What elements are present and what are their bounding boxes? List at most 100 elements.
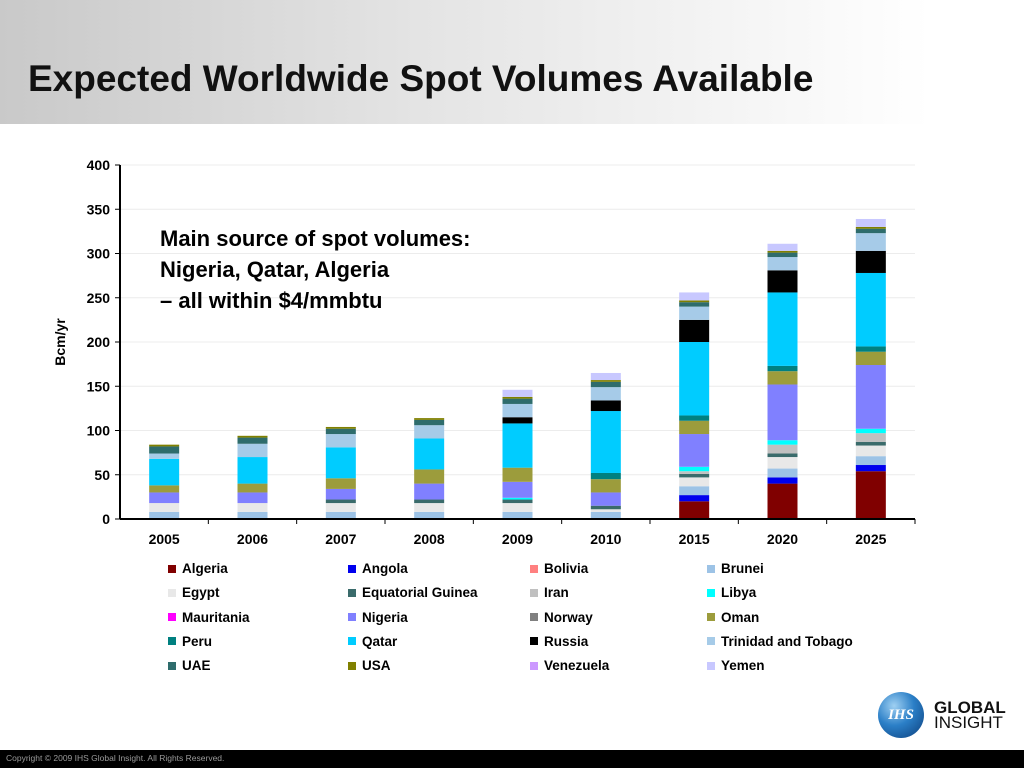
bar-segment xyxy=(237,437,268,444)
bar-segment xyxy=(414,418,445,420)
bar-segment xyxy=(855,233,886,251)
bar-segment xyxy=(149,511,180,519)
y-tick-label: 200 xyxy=(87,334,111,350)
chart-annotation: Main source of spot volumes: Nigeria, Qa… xyxy=(160,223,471,316)
bar-segment xyxy=(502,499,533,504)
bar-segment xyxy=(502,511,533,519)
bar-segment xyxy=(590,372,621,381)
legend-swatch xyxy=(707,637,715,646)
y-tick-labels: 0 50 100 150 200 250 300 350 400 xyxy=(87,157,111,527)
annotation-line-1: Main source of spot volumes: xyxy=(160,226,471,251)
x-tick-label: 2010 xyxy=(590,531,621,547)
y-tick-label: 250 xyxy=(87,290,111,306)
legend-swatch xyxy=(168,588,176,597)
bar-segment xyxy=(590,479,621,493)
bar-segment xyxy=(502,467,533,482)
bar-segment xyxy=(767,444,798,454)
annotation-line-3: – all within $4/mmbtu xyxy=(160,288,383,313)
bar-segment xyxy=(590,381,621,388)
bar-segment xyxy=(237,492,268,504)
bar-segment xyxy=(149,446,180,454)
bar-segment xyxy=(414,483,445,500)
bar-segment xyxy=(855,445,886,457)
legend-item: Nigeria xyxy=(348,610,408,625)
ihs-global-insight-logo: IHS GLOBAL INSIGHT xyxy=(878,692,1006,738)
bar-segment xyxy=(855,428,886,434)
legend-swatch xyxy=(530,637,538,646)
bar-segment xyxy=(149,485,180,493)
bar-segment xyxy=(767,440,798,445)
bar-segment xyxy=(679,420,710,435)
footer-bar: Copyright © 2009 IHS Global Insight. All… xyxy=(0,750,1024,768)
bar-segment xyxy=(679,306,710,320)
bar-segment xyxy=(767,292,798,366)
bar-segment xyxy=(855,471,886,519)
legend-label: USA xyxy=(362,658,391,674)
logo-wordmark: GLOBAL INSIGHT xyxy=(934,699,1006,731)
bar-segment xyxy=(767,483,798,519)
bar-segment xyxy=(237,511,268,519)
bar-segment xyxy=(590,380,621,382)
bar-segment xyxy=(590,387,621,401)
bar-segment xyxy=(767,468,798,478)
legend-label: Nigeria xyxy=(362,609,408,625)
legend-item: Brunei xyxy=(707,561,764,576)
bar-segment xyxy=(767,257,798,271)
bar-segment xyxy=(325,499,356,504)
legend-item: USA xyxy=(348,658,391,673)
x-tick-label: 2005 xyxy=(149,531,180,547)
legend-label: Yemen xyxy=(721,658,765,674)
bar-segment xyxy=(679,434,710,467)
legend-swatch xyxy=(707,588,715,597)
bar-segment xyxy=(855,433,886,443)
bar-segment xyxy=(325,511,356,519)
x-tick-label: 2006 xyxy=(237,531,268,547)
legend-swatch xyxy=(168,637,176,646)
legend-swatch xyxy=(530,613,538,622)
bar-segment xyxy=(502,403,533,418)
bar-segment xyxy=(414,469,445,484)
ihs-globe-icon: IHS xyxy=(878,692,924,738)
legend-swatch xyxy=(530,588,538,597)
x-tick-label: 2020 xyxy=(767,531,798,547)
bar-segment xyxy=(855,250,886,273)
legend-swatch xyxy=(168,613,176,622)
legend-swatch xyxy=(530,661,538,670)
y-tick-label: 400 xyxy=(87,157,111,173)
bar-segment xyxy=(325,426,356,429)
legend-label: Trinidad and Tobago xyxy=(721,633,853,649)
legend-item: Equatorial Guinea xyxy=(348,585,478,600)
bar-segment xyxy=(237,435,268,438)
bar-segment xyxy=(590,509,621,512)
legend-label: Peru xyxy=(182,633,213,649)
y-tick-label: 50 xyxy=(94,467,110,483)
bar-segment xyxy=(767,365,798,372)
bar-segment xyxy=(767,243,798,251)
bar-stacks xyxy=(149,218,886,519)
legend-label: Russia xyxy=(544,633,589,649)
x-tick-label: 2025 xyxy=(855,531,886,547)
title-band xyxy=(0,0,930,124)
legend-label: Norway xyxy=(544,609,593,625)
legend-item: Mauritania xyxy=(168,610,250,625)
bar-segment xyxy=(679,319,710,342)
bar-segment xyxy=(679,415,710,421)
bar-segment xyxy=(767,270,798,293)
legend-item: UAE xyxy=(168,658,211,673)
annotation-line-2: Nigeria, Qatar, Algeria xyxy=(160,257,390,282)
bar-segment xyxy=(855,456,886,466)
bar-segment xyxy=(502,481,533,498)
x-tick-label: 2015 xyxy=(679,531,710,547)
y-tick-label: 150 xyxy=(87,378,111,394)
legend-item: Iran xyxy=(530,585,569,600)
legend-swatch xyxy=(168,564,176,573)
legend-label: Iran xyxy=(544,585,569,601)
legend-item: Peru xyxy=(168,634,212,649)
legend-item: Qatar xyxy=(348,634,397,649)
legend-label: Egypt xyxy=(182,585,220,601)
bar-segment xyxy=(325,428,356,435)
legend-swatch xyxy=(348,613,356,622)
legend-item: Oman xyxy=(707,610,759,625)
bar-segment xyxy=(855,218,886,227)
